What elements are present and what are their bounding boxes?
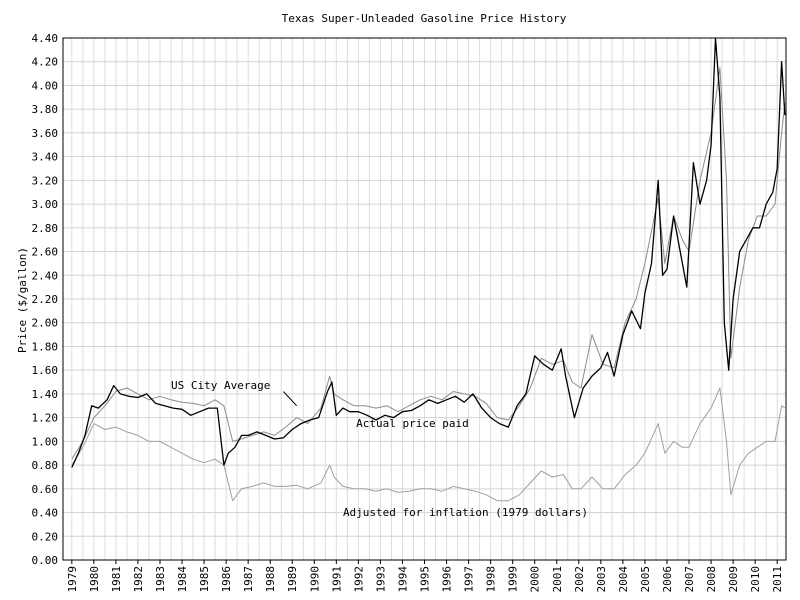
y-tick-label: 4.20: [32, 56, 59, 69]
x-tick-label: 1981: [110, 566, 123, 593]
x-tick-label: 1997: [463, 566, 476, 593]
x-tick-label: 1980: [88, 566, 101, 593]
x-tick-label: 1993: [374, 566, 387, 593]
series-annotation: US City Average: [171, 379, 270, 392]
x-tick-label: 2009: [727, 566, 740, 593]
series-line-2: [71, 387, 786, 502]
x-tick-label: 2008: [705, 566, 718, 593]
x-tick-label: 1998: [485, 566, 498, 593]
y-tick-label: 3.80: [32, 103, 59, 116]
series-line-0: [71, 37, 786, 468]
x-tick-label: 1988: [264, 566, 277, 593]
series-line-1: [71, 67, 786, 460]
x-tick-label: 1989: [286, 566, 299, 593]
x-tick-label: 1990: [308, 566, 321, 593]
y-tick-label: 0.40: [32, 507, 59, 520]
series-annotation: Adjusted for inflation (1979 dollars): [343, 506, 588, 519]
x-tick-label: 1996: [441, 566, 454, 593]
x-tick-label: 1984: [176, 566, 189, 593]
x-tick-label: 2002: [573, 566, 586, 593]
x-tick-label: 1991: [330, 566, 343, 593]
y-tick-label: 3.60: [32, 127, 59, 140]
x-tick-labels: 1979 1980 1981 1982 1983 1984 1985 1986 1987 1988…: [66, 560, 784, 593]
x-tick-label: 1987: [242, 566, 255, 593]
y-tick-label: 2.80: [32, 222, 59, 235]
plot-frame: [62, 37, 787, 561]
x-tick-label: 1979: [66, 566, 79, 593]
y-tick-label: 0.60: [32, 483, 59, 496]
chart-title: Texas Super-Unleaded Gasoline Price Hist…: [282, 12, 567, 25]
y-tick-label: 3.00: [32, 198, 59, 211]
annotation-leader-line: [283, 391, 298, 407]
x-tick-label: 2010: [749, 566, 762, 593]
x-tick-label: 2005: [639, 566, 652, 593]
x-tick-label: 1992: [352, 566, 365, 593]
y-tick-label: 0.20: [32, 530, 59, 543]
grid-lines: [63, 37, 786, 561]
series-lines: [71, 37, 786, 502]
y-tick-label: 1.00: [32, 435, 59, 448]
x-tick-label: 2007: [683, 566, 696, 593]
x-tick-label: 1986: [220, 566, 233, 593]
series-annotation: Actual price paid: [356, 417, 469, 430]
x-tick-label: 2011: [771, 566, 784, 593]
y-tick-label: 2.00: [32, 317, 59, 330]
y-tick-label: 2.40: [32, 269, 59, 282]
y-tick-label: 4.40: [32, 32, 59, 45]
x-tick-label: 1994: [396, 566, 409, 593]
y-tick-label: 1.60: [32, 364, 59, 377]
y-tick-label: 3.20: [32, 174, 59, 187]
y-tick-label: 1.80: [32, 340, 59, 353]
y-axis-label: Price ($/gallon): [16, 247, 29, 353]
y-tick-labels: 0.00 0.20 0.40 0.60 0.80 1.00 1.20 1.40 1.60 1.80…: [32, 32, 59, 567]
x-tick-label: 2000: [529, 566, 542, 593]
y-tick-label: 2.20: [32, 293, 59, 306]
x-tick-label: 2003: [595, 566, 608, 593]
x-tick-label: 2006: [661, 566, 674, 593]
y-tick-label: 0.00: [32, 554, 59, 567]
series-annotations: US City Average Actual price paid Adjusted…: [171, 379, 588, 519]
x-tick-label: 2001: [551, 566, 564, 593]
y-tick-label: 4.00: [32, 79, 59, 92]
x-tick-label: 2004: [617, 566, 630, 593]
y-tick-label: 1.20: [32, 412, 59, 425]
y-tick-label: 3.40: [32, 151, 59, 164]
y-tick-label: 1.40: [32, 388, 59, 401]
x-tick-label: 1982: [132, 566, 145, 593]
y-tick-label: 2.60: [32, 246, 59, 259]
x-tick-label: 1985: [198, 566, 211, 593]
x-tick-label: 1983: [154, 566, 167, 593]
x-tick-label: 1999: [507, 566, 520, 593]
x-tick-label: 1995: [419, 566, 432, 593]
y-tick-label: 0.80: [32, 459, 59, 472]
